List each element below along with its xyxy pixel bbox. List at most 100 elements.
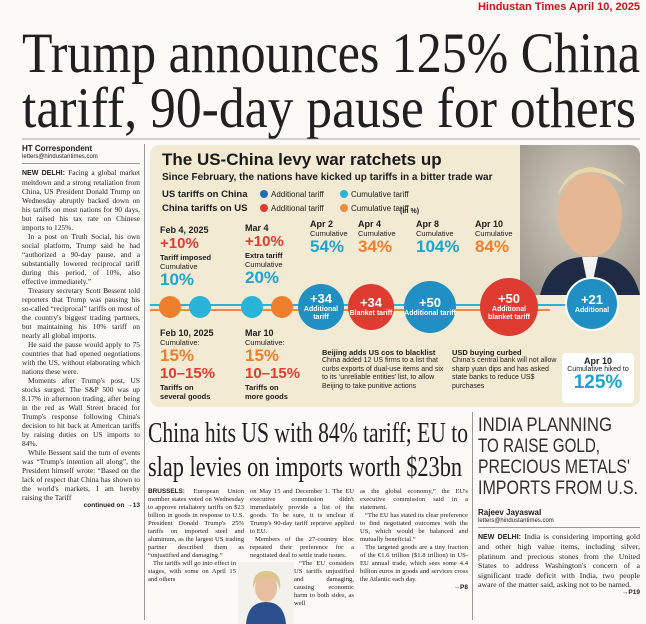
paragraph: The tariffs will go into effect in stage… (148, 560, 236, 583)
cumulative-value: 20% (245, 268, 280, 287)
unit: (In %) (400, 208, 420, 215)
cumulative-value: 15% (160, 346, 195, 365)
paragraph: He said the pause would apply to 75 coun… (22, 340, 140, 376)
event-date: Apr 8 (416, 219, 440, 229)
cumulative-label: Cumulative (475, 229, 513, 238)
legend-item: Cumulative tariff (340, 204, 409, 213)
note-title: Beijing adds US cos to blacklist (322, 348, 436, 357)
column: BRUSSELS: European Union member states v… (148, 488, 244, 622)
paragraph: BRUSSELS: European Union member states v… (148, 488, 244, 560)
cumulative-label: Cumulative: (245, 338, 285, 347)
headline-line: INDIA PLANNING (478, 415, 612, 436)
paragraph: as the global economy,” the EU's executi… (360, 488, 468, 511)
headline-line: slap levies on imports worth $23bn (148, 452, 462, 483)
masthead: Hindustan Times April 10, 2025 (477, 1, 640, 13)
headline-line: China hits US with 84% tariff; EU to (148, 418, 468, 449)
event: Apr 10 Cumulative 84% (475, 219, 513, 256)
circle-value: +50 (497, 291, 521, 306)
event-range: 10–15% (160, 365, 216, 382)
tariff-circle: +50 Additional tariff (404, 281, 456, 333)
sidebar-story: Rajeev Jayaswal letters@hindustantimes.c… (478, 508, 640, 596)
paragraph: on May 15 and December 1. The EU executi… (250, 488, 354, 535)
event-date: Feb 4, 2025 (160, 225, 209, 235)
second-headline: China hits US with 84% tariff; EU to sla… (148, 418, 468, 483)
column: as the global economy,” the EU's executi… (360, 488, 468, 591)
headline-line: TO RAISE GOLD, (478, 436, 600, 457)
event: Feb 4, 2025 +10% Tariff imposed Cumulati… (160, 225, 238, 289)
byline: Rajeev Jayaswal (478, 508, 542, 517)
paragraph: “The EU has stated its clear preference … (360, 512, 468, 543)
paragraph: Members of the 27-country bloc repeated … (250, 536, 354, 559)
final-label: Cumulative hiked to (567, 366, 629, 373)
cumulative-label: Cumulative (160, 262, 198, 271)
event-date: Mar 4 (245, 223, 269, 233)
note-text: China's central bank will not allow shar… (452, 357, 557, 390)
event: Mar 10 Cumulative: 15% 10–15% Tariffs on… (245, 328, 315, 401)
rule (472, 412, 473, 620)
cumulative-label: Cumulative (358, 229, 396, 238)
tariff-circle: +50 Additional blanket tariff (480, 278, 538, 336)
jump: →P19 (621, 589, 640, 597)
cumulative-label: Cumulative (245, 260, 283, 269)
dateline: NEW DELHI: (22, 170, 65, 177)
cumulative-value: 84% (475, 237, 510, 256)
paragraph: NEW DELHI: India is considering importin… (478, 532, 640, 589)
dateline: NEW DELHI: (478, 534, 522, 541)
paragraph: While Bessent said the turn of events wa… (22, 448, 140, 502)
circle-label: Additional tariff (404, 310, 456, 317)
photo (238, 562, 294, 624)
paragraph: Moments after Trump's post, US stocks su… (22, 376, 140, 448)
headline-line: tariff, 90-day pause for others (22, 77, 636, 140)
note-title: USD buying curbed (452, 348, 522, 357)
circle-label: Additional blanket tariff (487, 306, 530, 321)
paragraph: “The EU considers US tariffs unjustified… (294, 560, 354, 607)
column: on May 15 and December 1. The EU executi… (250, 488, 354, 622)
note: USD buying curbed China's central bank w… (452, 348, 558, 391)
note: Beijing adds US cos to blacklist China a… (322, 348, 446, 391)
dateline: BRUSSELS: (148, 488, 185, 495)
event: Mar 4 +10% Extra tariff Cumulative 20% (245, 223, 305, 287)
infographic-title: The US-China levy war ratchets up (162, 150, 442, 169)
event: Apr 2 Cumulative 54% (310, 219, 348, 256)
event: Apr 8 Cumulative 104% (416, 219, 459, 256)
cumulative-value: 54% (310, 237, 345, 256)
paragraph: In a post on Truth Social, his own socia… (22, 232, 140, 286)
headline-line: Trump announces 125% China (22, 22, 640, 85)
legend-label: Cumulative tariff (351, 190, 409, 199)
event-date: Apr 10 (475, 219, 504, 229)
legend-item: Additional tariff (260, 204, 324, 213)
event-label: Tariffs on more goods (245, 383, 288, 401)
event-date: Mar 10 (245, 328, 274, 338)
legend-group: China tariffs on US (162, 203, 248, 214)
circle-value: +34 (309, 291, 333, 306)
byline: HT Correspondent (22, 144, 93, 153)
event-range: 10–15% (245, 365, 301, 382)
legend-item: Additional tariff (260, 190, 324, 199)
paragraph: Treasury secretary Scott Bessent told re… (22, 286, 140, 340)
final-date: Apr 10 (583, 356, 612, 366)
legend-label: Additional tariff (271, 204, 324, 213)
circle-value: +21 (580, 292, 604, 307)
cumulative-value: 34% (358, 237, 393, 256)
headline-block: Trump announces 125% China tariff, 90-da… (22, 22, 640, 140)
marker (189, 296, 211, 318)
event-date: Apr 2 (310, 219, 334, 229)
legend-label: Cumulative tariff (351, 204, 409, 213)
event: Feb 10, 2025 Cumulative: 15% 10–15% Tari… (160, 328, 240, 401)
sidebar-headline: INDIA PLANNING TO RAISE GOLD, PRECIOUS M… (478, 415, 638, 499)
event-date: Apr 4 (358, 219, 382, 229)
legend-group: US tariffs on China (162, 189, 248, 200)
cumulative-value: 104% (416, 237, 460, 256)
final-value: 125% (573, 372, 623, 393)
marker (241, 296, 263, 318)
jump: →P8 (453, 584, 468, 591)
final-box: Apr 10 Cumulative hiked to 125% (562, 353, 634, 403)
cumulative-label: Cumulative: (160, 338, 200, 347)
cumulative-value: 15% (245, 346, 280, 365)
tariff-circle: +34 Additional tariff (298, 284, 344, 330)
infographic-subtitle: Since February, the nations have kicked … (162, 172, 493, 183)
event-label: Tariff imposed (160, 253, 212, 262)
event-change: +10% (160, 235, 199, 252)
paragraph-text: Facing a global market meltdown and a st… (22, 168, 140, 232)
